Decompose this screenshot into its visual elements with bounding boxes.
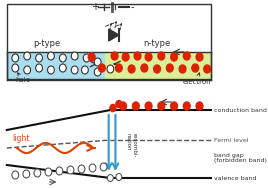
Text: p-type: p-type	[33, 39, 60, 48]
Circle shape	[36, 64, 42, 72]
Circle shape	[24, 66, 31, 74]
Circle shape	[107, 65, 114, 73]
Text: n-type: n-type	[143, 39, 171, 48]
Text: electron: electron	[183, 73, 211, 85]
Circle shape	[204, 65, 211, 73]
Circle shape	[158, 102, 165, 110]
Circle shape	[47, 52, 54, 60]
Bar	[7, 4, 211, 79]
Circle shape	[171, 53, 177, 61]
Circle shape	[196, 53, 203, 61]
Circle shape	[94, 58, 101, 66]
Text: -: -	[131, 2, 134, 12]
Circle shape	[100, 163, 107, 171]
Circle shape	[94, 68, 101, 76]
Text: +: +	[91, 2, 99, 12]
Circle shape	[122, 53, 129, 61]
Circle shape	[12, 171, 19, 179]
Circle shape	[81, 66, 88, 74]
Circle shape	[47, 66, 54, 74]
Text: valence band: valence band	[214, 176, 256, 180]
Circle shape	[132, 102, 139, 110]
Text: hole: hole	[15, 73, 30, 83]
Circle shape	[111, 52, 118, 60]
Circle shape	[45, 168, 52, 176]
Circle shape	[116, 101, 122, 108]
Circle shape	[98, 64, 105, 72]
Bar	[7, 52, 105, 80]
Circle shape	[192, 64, 199, 72]
Bar	[105, 52, 211, 80]
Circle shape	[34, 169, 41, 177]
Polygon shape	[109, 29, 119, 41]
Circle shape	[134, 52, 141, 60]
Circle shape	[24, 52, 31, 60]
Circle shape	[120, 102, 126, 110]
Circle shape	[110, 105, 116, 111]
Circle shape	[128, 65, 135, 73]
Circle shape	[88, 53, 95, 61]
Circle shape	[196, 102, 203, 110]
Circle shape	[179, 65, 186, 73]
Circle shape	[145, 102, 152, 110]
Circle shape	[89, 164, 96, 172]
Text: Fermi level: Fermi level	[214, 137, 248, 143]
Circle shape	[183, 52, 190, 60]
Text: light: light	[13, 134, 30, 143]
Text: conduction band: conduction band	[214, 108, 267, 112]
Circle shape	[158, 52, 165, 60]
Circle shape	[59, 64, 66, 72]
Circle shape	[56, 167, 63, 175]
Circle shape	[23, 170, 30, 178]
Text: band gap
(forbidden band): band gap (forbidden band)	[214, 153, 267, 163]
Circle shape	[116, 64, 122, 72]
Circle shape	[107, 174, 113, 181]
Circle shape	[59, 54, 66, 62]
Circle shape	[78, 165, 85, 173]
Circle shape	[71, 66, 78, 74]
Circle shape	[154, 65, 161, 73]
Circle shape	[12, 64, 19, 72]
Circle shape	[166, 64, 173, 72]
Circle shape	[116, 174, 122, 180]
Text: recombi-
nation: recombi- nation	[126, 133, 136, 157]
Circle shape	[145, 53, 152, 61]
Circle shape	[71, 52, 78, 60]
Circle shape	[36, 54, 42, 62]
Circle shape	[12, 54, 19, 62]
Circle shape	[67, 166, 74, 174]
Circle shape	[141, 64, 148, 72]
Circle shape	[83, 54, 90, 62]
Circle shape	[171, 102, 177, 110]
Circle shape	[183, 102, 190, 110]
